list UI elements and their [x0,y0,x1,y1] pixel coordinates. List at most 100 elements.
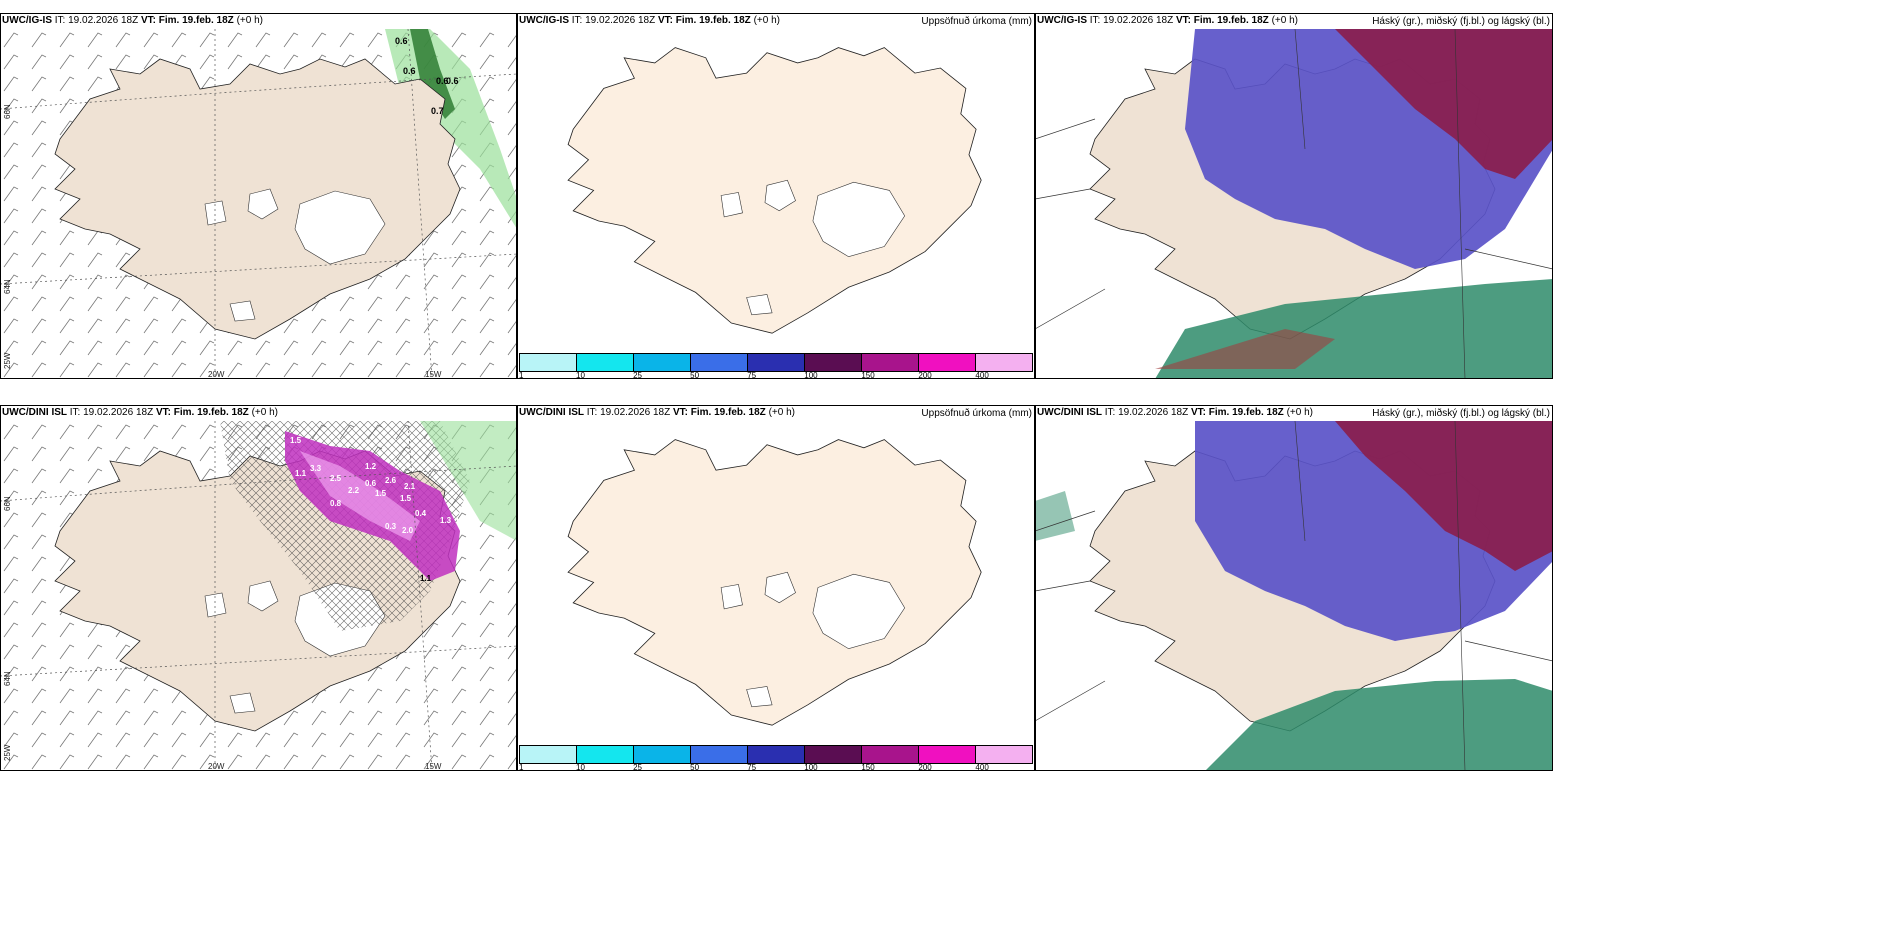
lead-time: (+0 h) [1271,15,1298,26]
colorbar-cell [691,746,748,763]
precip-label: 3.3 [310,464,322,473]
colorbar-cell [862,746,919,763]
init-time: 19.02.2026 18Z [1103,15,1174,26]
colorbar-cell [919,746,976,763]
colorbar-tick: 25 [633,371,642,379]
valid-time: Fim. 19.feb. 18Z [1193,15,1269,26]
precip-label: 0.6 [365,479,377,488]
valid-time: Fim. 19.feb. 18Z [690,407,766,418]
colorbar-tick: 400 [975,371,989,379]
cloud-map [1035,29,1553,379]
precip-label: 2.0 [402,526,414,535]
it-label: IT: [54,15,66,26]
precip-label: 0.3 [385,522,397,531]
colorbar-cell [577,354,634,371]
precip-label: 1.1 [420,574,432,583]
precip-label: 0.6 [446,76,459,86]
colorbar-strip [519,745,1033,764]
panel-title: Háský (gr.), miðský (fj.bl.) og lágský (… [1372,408,1550,419]
precip-label: 1.5 [290,436,302,445]
it-label: IT: [571,15,583,26]
precip-label: 1.5 [375,489,387,498]
panel-header: UWC/IG-IS IT: 19.02.2026 18Z VT: Fim. 19… [519,15,780,26]
colorbar-cell [919,354,976,371]
colorbar-cell [976,354,1032,371]
colorbar-tick: 25 [633,763,642,771]
lon-label-20w: 20W [208,370,225,379]
colorbar: 1 10 25 50 75 100 150 200 400 [517,353,1035,379]
colorbar-tick: 150 [861,763,875,771]
precip-label: 2.1 [404,482,416,491]
cloud-map [1035,421,1553,771]
colorbar-tick: 1 [519,371,524,379]
panel-title: Uppsöfnuð úrkoma (mm) [921,408,1032,419]
vt-label: VT: [657,15,673,26]
precip-label: 1.2 [365,462,377,471]
lon-label-15w: 15W [425,370,442,379]
valid-time: Fim. 19.feb. 18Z [675,15,751,26]
colorbar-tick: 50 [690,763,700,771]
valid-time: Fim. 19.feb. 18Z [1208,407,1284,418]
vt-label: VT: [672,407,688,418]
lat-label-64n: 64N [3,279,12,294]
high-cloud-area [1335,421,1553,571]
colorbar-tick: 150 [861,371,875,379]
wind-map: 1.5 2.5 2.2 1.2 0.6 1.5 2.6 3.3 2.0 1.1 … [0,421,517,771]
colorbar-ticks: 1 10 25 50 75 100 150 200 400 [519,371,1033,379]
lead-time: (+0 h) [768,407,795,418]
colorbar-tick: 100 [804,763,818,771]
it-label: IT: [69,407,81,418]
colorbar-tick: 75 [747,763,757,771]
it-label: IT: [1104,407,1116,418]
lat-label-66n: 66N [3,104,12,119]
colorbar-strip [519,353,1033,372]
lat-label-66n: 66N [3,496,12,511]
panel-igis-precip: UWC/IG-IS IT: 19.02.2026 18Z VT: Fim. 19… [517,13,1035,379]
precip-label: 0.4 [415,509,427,518]
precip-map [517,29,1035,353]
panel-title: Uppsöfnuð úrkoma (mm) [921,16,1032,27]
lon-label-20w: 20W [208,762,225,771]
colorbar-ticks: 1 10 25 50 75 100 150 200 400 [519,763,1033,771]
colorbar-tick: 10 [576,371,585,379]
colorbar-cell [976,746,1032,763]
colorbar-tick: 100 [804,371,818,379]
colorbar-cell [748,746,805,763]
colorbar-cell [634,746,691,763]
panel-header: UWC/DINI ISL IT: 19.02.2026 18Z VT: Fim.… [2,407,278,418]
panel-header: UWC/IG-IS IT: 19.02.2026 18Z VT: Fim. 19… [2,15,263,26]
precip-label: 2.6 [385,476,397,485]
colorbar: 1 10 25 50 75 100 150 200 400 [517,745,1035,771]
panel-dini-clouds: UWC/DINI ISL IT: 19.02.2026 18Z VT: Fim.… [1035,405,1553,771]
model-name: UWC/DINI ISL [2,407,67,418]
it-label: IT: [586,407,598,418]
precip-label: 1.2 [455,516,467,525]
lead-time: (+0 h) [1286,407,1313,418]
model-name: UWC/IG-IS [519,15,569,26]
valid-time: Fim. 19.feb. 18Z [173,407,249,418]
vt-label: VT: [155,407,171,418]
lon-label-25w: 25W [3,744,12,761]
init-time: 19.02.2026 18Z [68,15,139,26]
colorbar-cell [520,354,577,371]
vt-label: VT: [1175,15,1191,26]
colorbar-cell [634,354,691,371]
init-time: 19.02.2026 18Z [83,407,154,418]
colorbar-tick: 10 [576,763,585,771]
panel-header: UWC/DINI ISL IT: 19.02.2026 18Z VT: Fim.… [519,407,795,418]
init-time: 19.02.2026 18Z [1118,407,1189,418]
wind-map: 0.6 0.6 0.6 0.6 0.7 66N 64N 25W 20W 15W [0,29,517,379]
lat-label-64n: 64N [3,671,12,686]
colorbar-cell [805,354,862,371]
precip-label: 0.7 [431,106,444,116]
panel-igis-clouds: UWC/IG-IS IT: 19.02.2026 18Z VT: Fim. 19… [1035,13,1553,379]
colorbar-cell [691,354,748,371]
colorbar-tick: 50 [690,371,700,379]
init-time: 19.02.2026 18Z [585,15,656,26]
precip-label: 2.2 [348,486,360,495]
vt-label: VT: [140,15,156,26]
precip-label: 0.8 [330,499,342,508]
colorbar-tick: 1 [519,763,524,771]
model-name: UWC/DINI ISL [1037,407,1102,418]
it-label: IT: [1089,15,1101,26]
